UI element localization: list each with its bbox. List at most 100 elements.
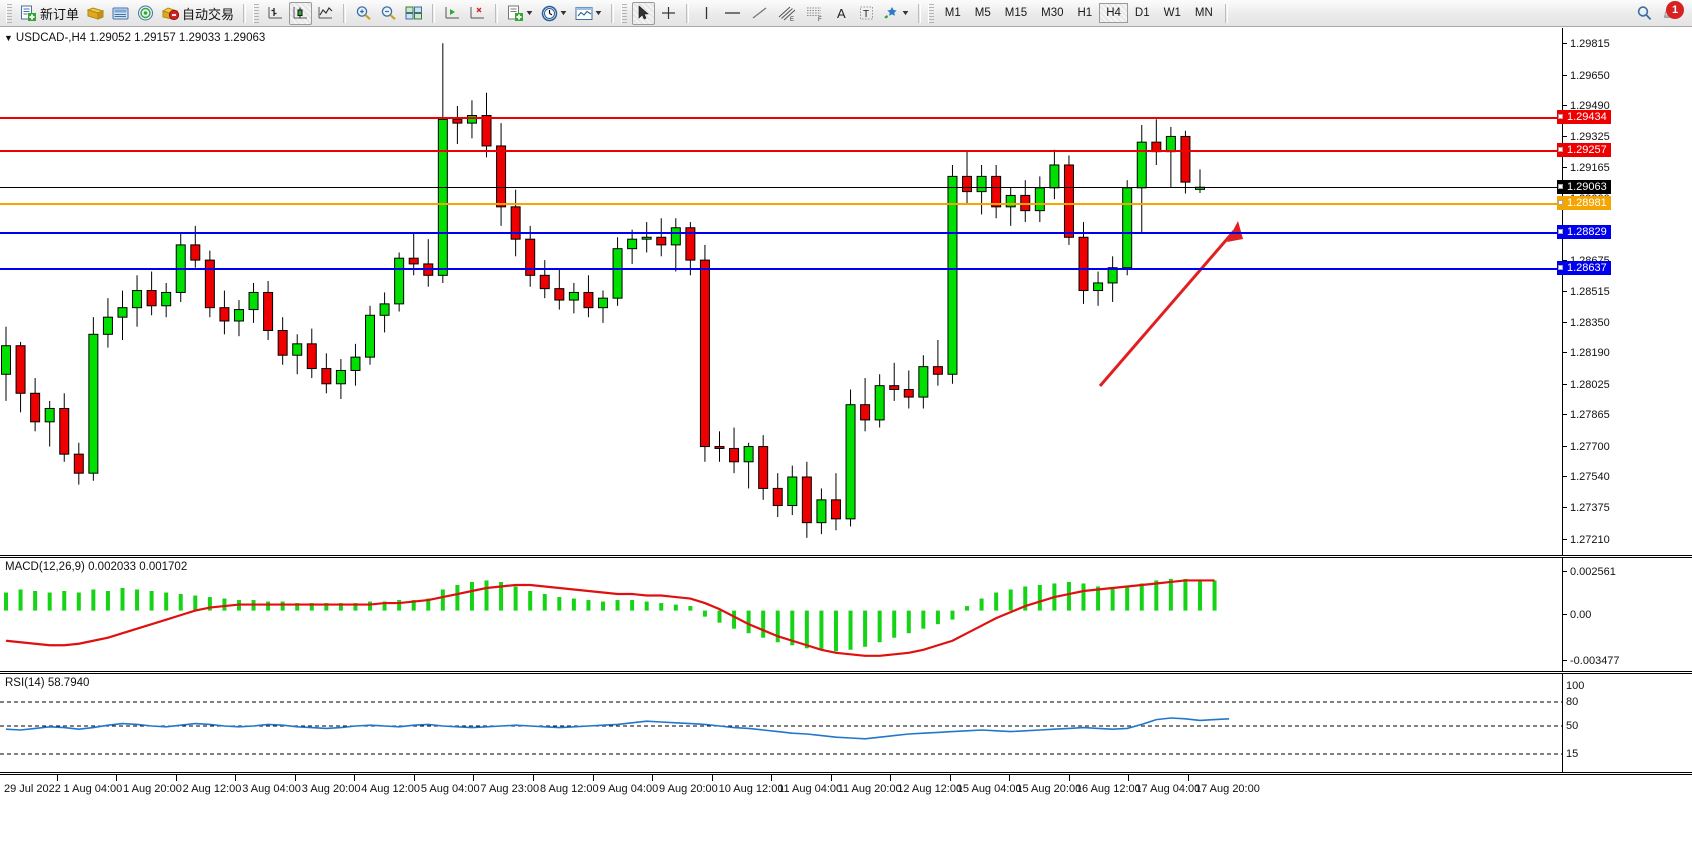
price-tag-resistance-2[interactable]: 1.29434	[1557, 109, 1611, 124]
time-tick-label: 9 Aug 04:00	[599, 783, 659, 795]
time-tick: 4 Aug 12:00	[354, 775, 421, 795]
level-handle-icon[interactable]	[1558, 199, 1563, 205]
level-handle-icon[interactable]	[1558, 184, 1563, 190]
time-tick: 10 Aug 12:00	[711, 775, 783, 795]
macd-plot[interactable]	[0, 558, 1562, 671]
timeframe-button-h4[interactable]: H4	[1099, 3, 1128, 23]
timeframe-button-mn[interactable]: MN	[1194, 7, 1213, 19]
time-tick: 3 Aug 20:00	[294, 775, 361, 795]
timeframe-button-m5[interactable]: M5	[974, 7, 991, 19]
timeframe-button-m15[interactable]: M15	[1004, 7, 1028, 19]
toolbar-grip-2[interactable]	[253, 3, 260, 23]
time-tick: 9 Aug 20:00	[652, 775, 718, 795]
rsi-panel[interactable]: RSI(14) 58.7940 100 80 50 15	[0, 673, 1692, 773]
level-line-support-1[interactable]	[0, 231, 1562, 234]
candle-body	[1063, 164, 1074, 238]
timeframe-button-d1[interactable]: D1	[1134, 7, 1150, 19]
level-line-current-price[interactable]	[0, 187, 1562, 189]
zoom-out-button[interactable]	[377, 2, 400, 25]
horizontal-line-button[interactable]	[720, 2, 745, 25]
rsi-plot[interactable]	[0, 674, 1562, 772]
collapse-arrow-icon[interactable]: ▼	[4, 33, 13, 43]
chevron-down-icon[interactable]: ▼	[900, 9, 911, 17]
timeframe-button-w1[interactable]: W1	[1163, 7, 1181, 19]
candle-body	[568, 291, 579, 301]
price-tick: 1.28515	[1563, 286, 1610, 298]
time-tick-label: 17 Aug 04:00	[1135, 783, 1201, 795]
rsi-axis[interactable]: 100 80 50 15	[1562, 674, 1692, 772]
time-tick: 15 Aug 04:00	[949, 775, 1022, 795]
price-panel[interactable]: 1.29815 1.29650 1.29490 1.29325 1.29165 1.290…	[0, 28, 1692, 556]
uptrend-arrow[interactable]	[1098, 221, 1243, 387]
new-order-button[interactable]: 新订单	[17, 2, 82, 25]
vertical-line-button[interactable]	[695, 2, 718, 25]
templates-button[interactable]: ▼	[572, 2, 605, 25]
price-plot[interactable]	[0, 28, 1562, 555]
shapes-button[interactable]: ▼	[880, 2, 912, 25]
folder-gold-button[interactable]	[84, 2, 107, 25]
candle-body	[1034, 187, 1045, 212]
search-button[interactable]	[1633, 2, 1656, 25]
candlestick-chart-button[interactable]	[289, 1, 313, 25]
price-tick-label: 1.29325	[1570, 131, 1610, 144]
chart-shift-button[interactable]	[466, 2, 489, 25]
time-tick-label: 3 Aug 20:00	[301, 783, 361, 795]
price-tag-resistance-1[interactable]: 1.29257	[1557, 143, 1611, 158]
toolbar-grip-3[interactable]	[620, 3, 627, 23]
candle-body	[466, 115, 477, 124]
price-tag-support-2[interactable]: 1.28637	[1557, 261, 1611, 276]
candle-body	[743, 446, 754, 463]
signals-button[interactable]	[134, 2, 157, 25]
auto-scroll-button[interactable]	[441, 2, 464, 25]
level-line-support-2[interactable]	[0, 268, 1562, 271]
price-tag-current-price[interactable]: 1.29063	[1557, 180, 1611, 195]
level-handle-icon[interactable]	[1558, 228, 1563, 234]
equidistant-channel-button[interactable]: E	[774, 2, 800, 25]
price-tick: 1.27540	[1563, 471, 1610, 483]
macd-panel[interactable]: MACD(12,26,9) 0.002033 0.001702 0.002561…	[0, 557, 1692, 672]
crosshair-button[interactable]	[657, 2, 680, 25]
time-tick: 15 Aug 20:00	[1009, 775, 1081, 795]
chevron-down-icon[interactable]: ▼	[558, 9, 569, 17]
level-handle-icon[interactable]	[1558, 113, 1563, 119]
text-label-button[interactable]: T	[855, 2, 878, 25]
timeframe-button-h1[interactable]: H1	[1077, 7, 1093, 19]
chevron-down-icon[interactable]: ▼	[524, 9, 535, 17]
toolbar-grip[interactable]	[6, 3, 12, 23]
time-tick-label: 4 Aug 12:00	[361, 783, 421, 795]
timeframe-button-m30[interactable]: M30	[1041, 7, 1064, 19]
notification-bell-button[interactable]: 1	[1658, 0, 1684, 25]
macd-axis[interactable]: 0.002561 0.00 -0.003477	[1562, 558, 1692, 671]
chevron-down-icon[interactable]: ▼	[593, 9, 604, 17]
line-chart-button[interactable]	[314, 2, 337, 25]
price-tag-pivot[interactable]: 1.28981	[1557, 195, 1611, 210]
level-handle-icon[interactable]	[1558, 265, 1563, 271]
toolbar-grip-4[interactable]	[927, 3, 934, 23]
price-tag-support-1[interactable]: 1.28829	[1557, 224, 1611, 239]
indicators-button[interactable]: ▼	[504, 2, 536, 25]
autotrade-button[interactable]: 自动交易	[159, 2, 237, 25]
terminal-button[interactable]	[109, 2, 132, 25]
candle-body	[306, 343, 317, 370]
folder-gold-icon	[87, 6, 105, 21]
chart-area[interactable]: ▼ USDCAD-,H4 1.29052 1.29157 1.29033 1.29…	[0, 27, 1692, 848]
timeframe-button-m1[interactable]: M1	[944, 7, 961, 19]
bar-chart-button[interactable]	[264, 2, 287, 25]
candle-body	[772, 487, 783, 507]
text-button[interactable]: A	[830, 2, 853, 25]
level-line-resistance-2[interactable]	[0, 116, 1562, 119]
cursor-button[interactable]	[631, 1, 655, 25]
trendline-button[interactable]	[747, 2, 772, 25]
price-tick-label: 1.28190	[1570, 347, 1610, 360]
data-window-button[interactable]	[402, 2, 426, 25]
level-line-pivot[interactable]	[0, 202, 1562, 205]
candle-body	[379, 303, 390, 316]
fibonacci-retracement-button[interactable]: F	[802, 2, 828, 25]
period-button[interactable]: ▼	[538, 2, 570, 25]
zoom-in-button[interactable]	[352, 2, 375, 25]
level-handle-icon[interactable]	[1558, 147, 1563, 153]
time-axis[interactable]: 29 Jul 2022 1 Aug 04:00 1 Aug 20:00 2 Aug 1…	[0, 774, 1692, 802]
price-axis[interactable]: 1.29815 1.29650 1.29490 1.29325 1.29165 1.290…	[1557, 28, 1692, 555]
terminal-icon	[112, 6, 129, 21]
level-line-resistance-1[interactable]	[0, 150, 1562, 153]
